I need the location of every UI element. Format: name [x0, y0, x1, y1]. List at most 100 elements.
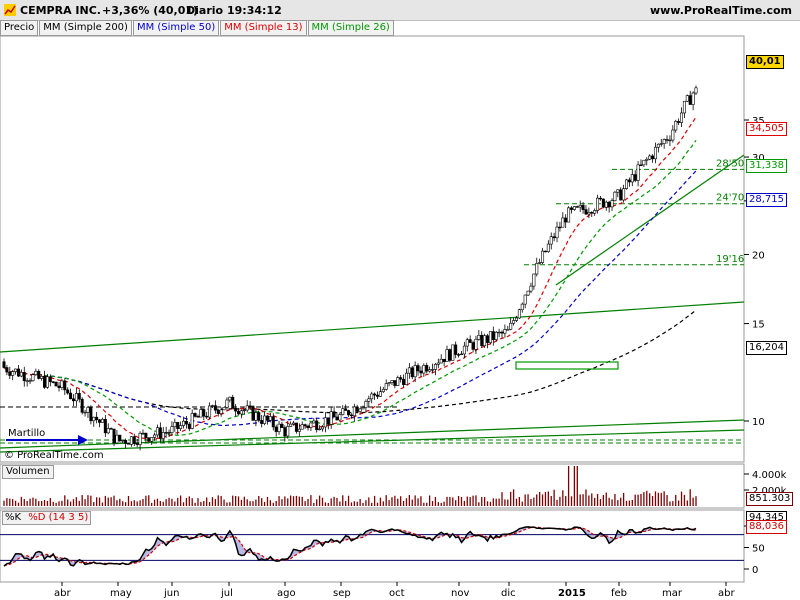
candle-body: [213, 405, 217, 411]
candle-body: [234, 408, 238, 412]
candle-body: [665, 139, 669, 141]
candle-body: [14, 368, 18, 372]
candle-body: [497, 331, 501, 334]
candle-body: [141, 432, 145, 435]
candle-body: [367, 398, 371, 402]
candle-body: [320, 426, 324, 430]
prorealtime-logo-icon: [4, 4, 16, 16]
candle-body: [190, 413, 194, 429]
candle-body: [462, 345, 466, 355]
candle-body: [474, 338, 478, 350]
month-tick-label: may: [110, 588, 132, 599]
candle-body: [300, 424, 304, 430]
candle-body: [454, 344, 458, 355]
candle-body: [349, 414, 353, 417]
trendline-3: [0, 429, 745, 453]
candle-body: [216, 409, 220, 414]
candle-body: [8, 371, 12, 376]
month-tick-label: nov: [451, 588, 469, 599]
candle-body: [459, 353, 463, 356]
stoch-fill-area: [4, 526, 696, 566]
candle-body: [182, 420, 186, 426]
ma200-line: [3, 309, 697, 414]
candle-body: [71, 398, 75, 402]
candle-body: [425, 365, 429, 372]
candle-body: [352, 406, 356, 417]
candle-body: [503, 329, 507, 334]
candle-body: [318, 428, 322, 431]
stoch-panel-label: %K %D (14 3 5): [2, 511, 92, 525]
copyright-label: © ProRealTime.com: [4, 450, 104, 461]
candle-body: [115, 434, 119, 444]
ma50-line: [3, 170, 697, 427]
candle-body: [66, 389, 70, 394]
trendline-2: [0, 419, 745, 449]
candle-body: [682, 100, 686, 114]
candle-body: [237, 410, 241, 415]
candle-body: [98, 419, 102, 423]
candle-body: [358, 408, 362, 412]
candle-body: [691, 92, 695, 105]
candle-body: [674, 121, 678, 131]
candle-body: [653, 146, 657, 160]
candle-body: [668, 139, 672, 142]
ma13-value-box: 34,505: [746, 122, 787, 136]
support-level-label: 28'50: [716, 158, 744, 169]
candle-body: [370, 393, 374, 400]
candle-body: [292, 422, 296, 425]
candle-body: [387, 382, 391, 384]
candle-body: [347, 410, 351, 416]
candle-body: [147, 437, 151, 442]
candle-body: [442, 358, 446, 362]
candle-body: [477, 334, 481, 340]
ma26-value-box: 31,338: [746, 159, 787, 173]
candle-body: [428, 369, 432, 372]
candle-body: [627, 179, 631, 183]
site-url[interactable]: www.ProRealTime.com: [649, 4, 792, 17]
candle-body: [549, 236, 553, 245]
candle-body: [63, 380, 67, 391]
candle-body: [364, 400, 368, 408]
candle-body: [410, 367, 414, 378]
candle-body: [688, 95, 692, 105]
candle-body: [561, 217, 565, 228]
candle-body: [613, 191, 617, 201]
month-tick-label: abr: [54, 588, 71, 599]
candle-body: [329, 411, 333, 425]
candle-body: [344, 408, 348, 411]
candle-body: [323, 417, 327, 428]
candle-body: [413, 365, 417, 378]
candle-body: [509, 322, 513, 330]
candle-body: [225, 399, 229, 408]
candle-body: [176, 422, 180, 429]
stoch-d-value-box: 88,036: [746, 520, 787, 534]
candle-body: [100, 418, 104, 423]
candle-body: [28, 380, 32, 382]
candle-body: [659, 143, 663, 145]
stoch-k-label: %K: [5, 512, 22, 523]
candle-body: [245, 405, 249, 411]
candle-body: [619, 189, 623, 201]
candle-body: [16, 368, 20, 377]
candle-body: [132, 436, 136, 444]
candle-body: [294, 422, 298, 432]
candle-body: [564, 217, 568, 223]
price-ytick-label: 30: [752, 153, 765, 164]
volume-ytick-label: 4.000k: [752, 470, 787, 481]
candle-body: [193, 413, 197, 417]
candle-body: [445, 349, 449, 362]
ma200-value-box: 16,204: [746, 341, 787, 355]
candle-body: [584, 209, 588, 215]
candle-body: [103, 418, 107, 434]
candle-body: [422, 365, 426, 374]
candle-body: [289, 423, 293, 427]
candle-body: [381, 389, 385, 392]
candle-body: [393, 380, 397, 386]
candle-body: [506, 329, 510, 331]
support-level-label: 19'16: [716, 254, 744, 265]
candle-body: [488, 331, 492, 343]
candle-body: [303, 424, 307, 427]
volume-panel-frame: [0, 463, 745, 509]
candle-body: [5, 367, 9, 373]
